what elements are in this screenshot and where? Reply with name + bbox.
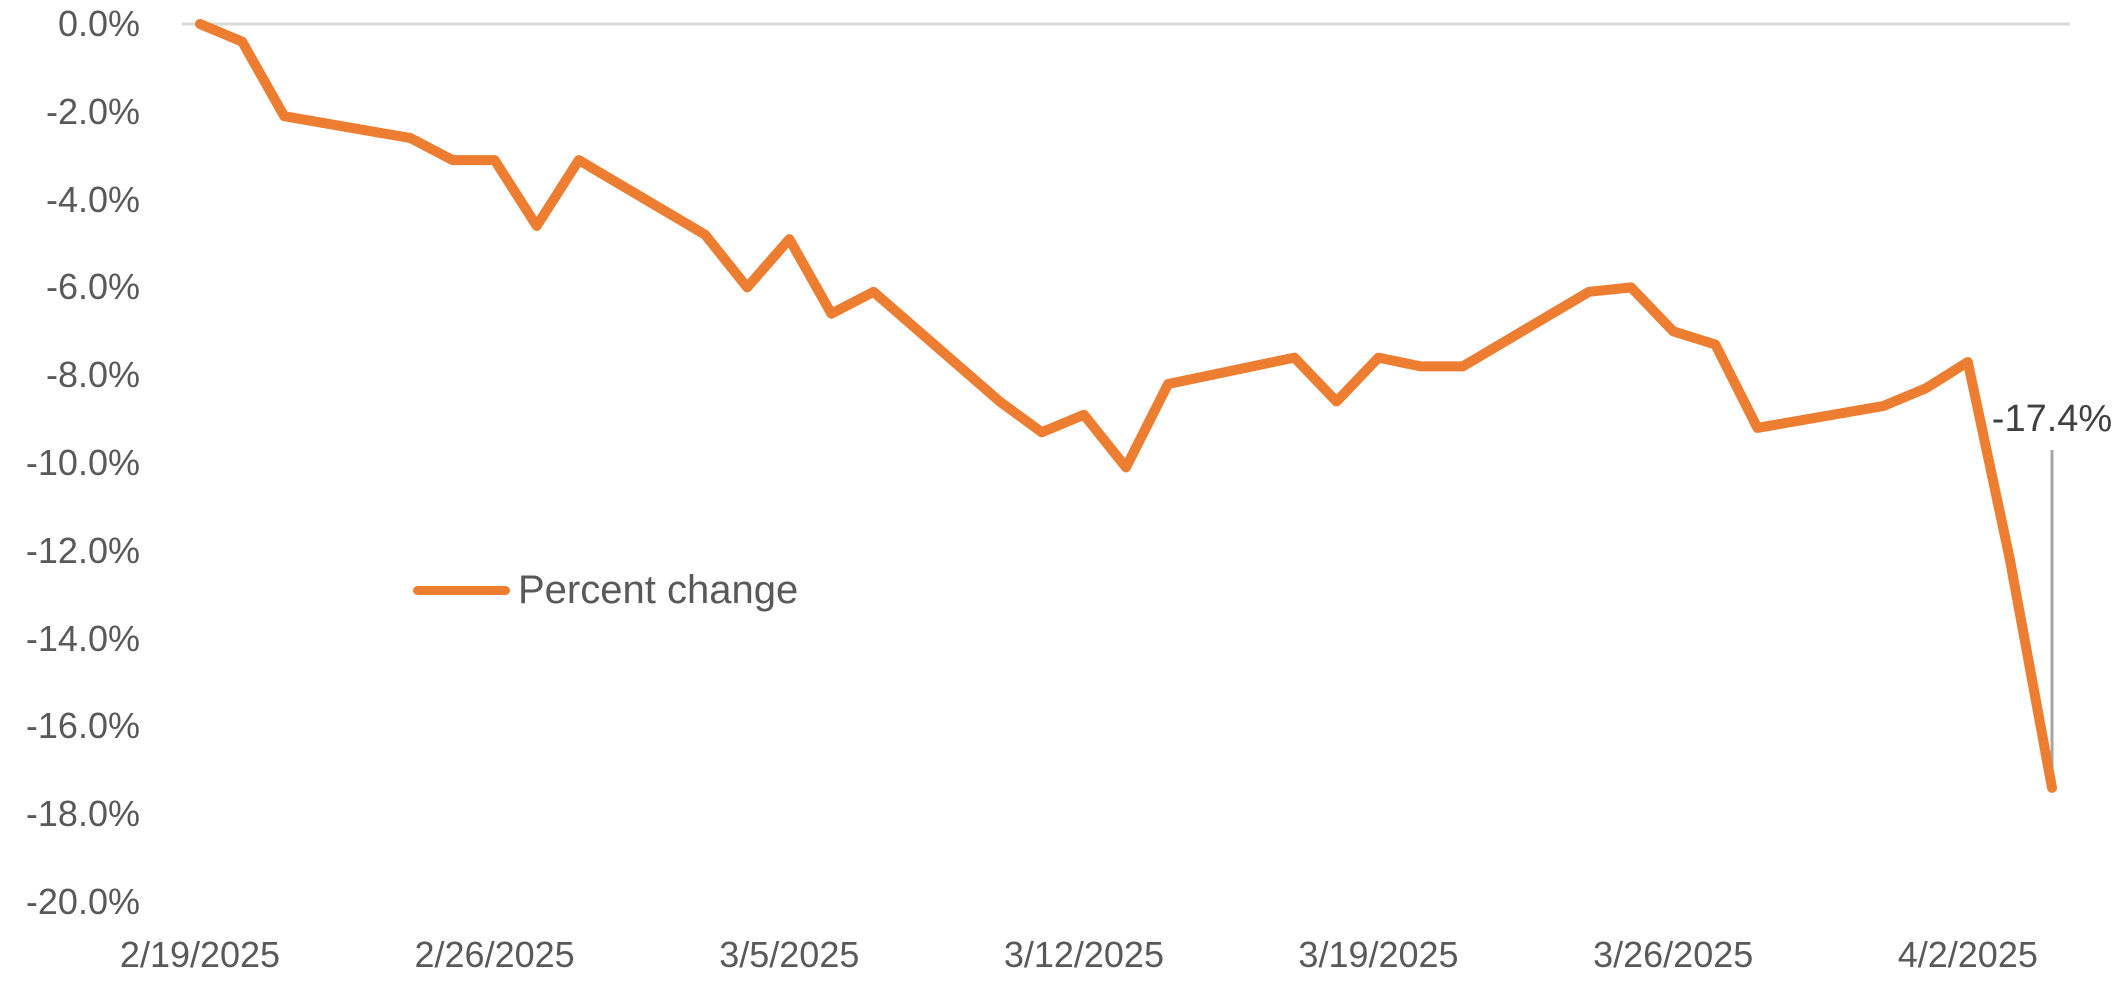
x-axis-tick-label: 2/26/2025: [414, 934, 575, 975]
legend-line-swatch-icon: [413, 585, 510, 595]
y-axis-tick-label: -4.0%: [45, 178, 140, 220]
x-axis-tick-label: 3/12/2025: [1003, 934, 1164, 975]
x-axis-tick-label: 3/19/2025: [1298, 934, 1459, 975]
y-axis-tick-label: -18.0%: [25, 793, 140, 835]
x-axis-tick-label: 2/19/2025: [119, 934, 281, 975]
y-axis-tick-label: -6.0%: [45, 266, 140, 308]
y-axis-tick-label: 0.0%: [57, 3, 140, 44]
y-axis-tick-label: -8.0%: [45, 354, 140, 396]
x-axis-tick-label: 3/5/2025: [719, 934, 860, 975]
y-axis-tick-label: -10.0%: [25, 442, 140, 483]
x-axis-tick-label: 3/26/2025: [1593, 934, 1754, 975]
y-axis-tick-label: -2.0%: [45, 90, 140, 132]
y-axis-tick-label: -20.0%: [25, 881, 140, 922]
legend: Percent change: [413, 566, 798, 614]
x-axis-tick-label: 4/2/2025: [1897, 934, 2038, 975]
y-axis-tick-label: -14.0%: [25, 617, 140, 659]
y-axis-tick-label: -12.0%: [25, 529, 140, 571]
last-point-data-label: -17.4%: [1991, 398, 2113, 440]
percent-change-series-line: [195, 19, 2057, 793]
y-axis-tick-label: -16.0%: [25, 705, 140, 747]
legend-label: Percent change: [518, 567, 799, 612]
